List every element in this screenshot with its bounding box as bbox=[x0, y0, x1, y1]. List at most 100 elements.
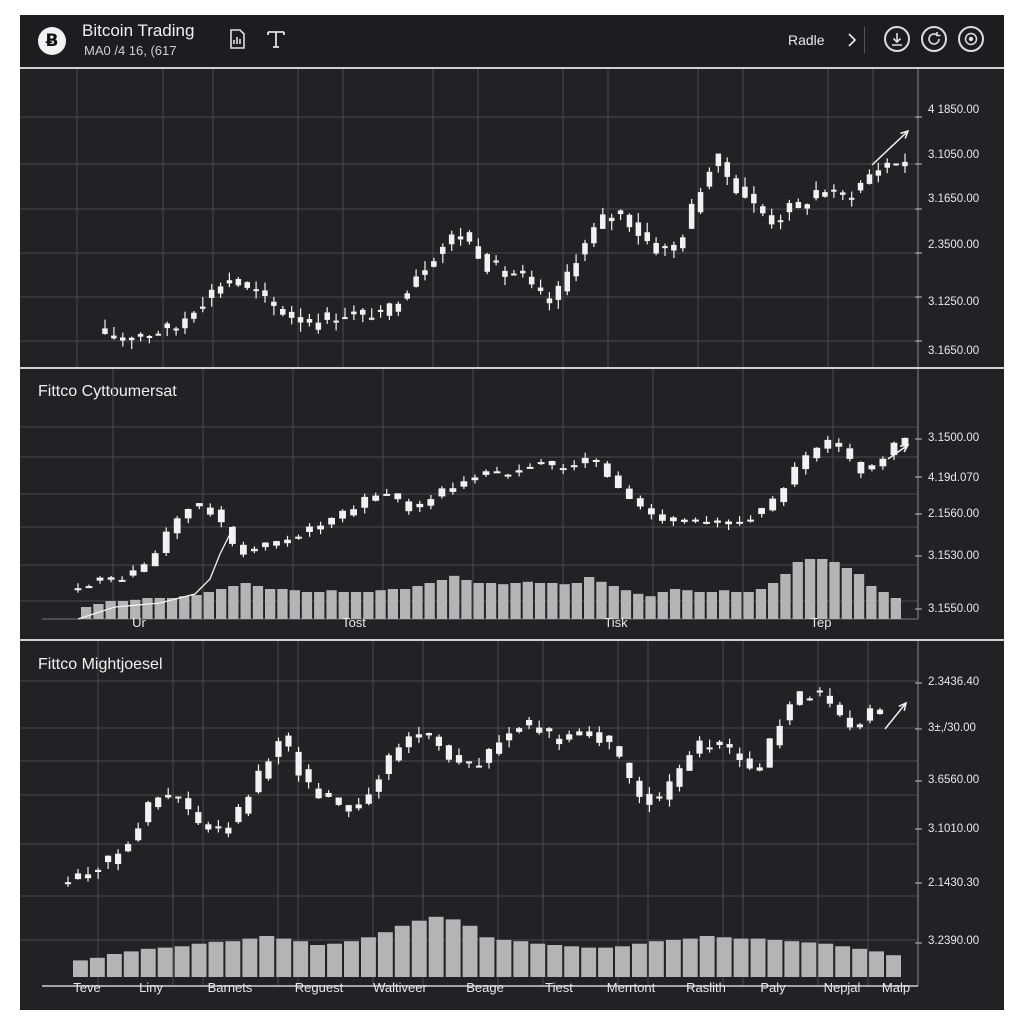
candle-body bbox=[125, 844, 132, 852]
candle-body bbox=[581, 457, 589, 464]
candle bbox=[85, 584, 93, 589]
candle bbox=[173, 515, 181, 540]
candle bbox=[265, 758, 272, 781]
candle bbox=[680, 234, 686, 252]
candle-body bbox=[866, 174, 873, 184]
candle bbox=[591, 222, 597, 247]
candle-body bbox=[795, 202, 802, 208]
volume-bar bbox=[733, 938, 749, 977]
price-label: 3.6560.00 bbox=[928, 774, 980, 786]
price-chart-3[interactable] bbox=[20, 641, 1004, 1010]
volume-bar bbox=[485, 583, 497, 619]
candle-body bbox=[676, 768, 683, 787]
candle bbox=[385, 753, 392, 780]
candle-body bbox=[760, 206, 766, 214]
volume-bar bbox=[498, 584, 509, 619]
target-icon[interactable] bbox=[958, 26, 984, 52]
candle bbox=[355, 798, 362, 811]
volume-bar bbox=[314, 592, 325, 619]
volume-bar bbox=[890, 598, 901, 619]
price-chart-2[interactable] bbox=[20, 369, 1004, 639]
candle bbox=[485, 747, 493, 769]
candle-body bbox=[564, 271, 570, 292]
volume-bar bbox=[829, 562, 840, 619]
chevron-right-icon[interactable] bbox=[844, 28, 860, 52]
candle-body bbox=[328, 517, 335, 525]
candle bbox=[335, 797, 342, 806]
candle bbox=[581, 452, 589, 468]
download-icon[interactable] bbox=[884, 26, 910, 52]
candle bbox=[659, 509, 666, 524]
candle-body bbox=[324, 312, 330, 320]
candle bbox=[546, 292, 553, 311]
candle-body bbox=[776, 725, 783, 746]
candle-body bbox=[548, 461, 556, 466]
candle bbox=[415, 726, 422, 743]
candle bbox=[137, 332, 144, 342]
volume-bar bbox=[424, 583, 435, 619]
candle bbox=[868, 464, 876, 472]
candle bbox=[831, 184, 837, 198]
price-chart-1[interactable] bbox=[20, 69, 1004, 367]
candle bbox=[405, 732, 412, 753]
candle bbox=[653, 237, 659, 256]
volume-bar bbox=[584, 577, 595, 619]
candle bbox=[351, 305, 357, 321]
candle-body bbox=[280, 309, 286, 315]
candle bbox=[182, 311, 188, 334]
volume-bar bbox=[571, 583, 582, 619]
candle-body bbox=[325, 793, 332, 797]
volume-bar bbox=[657, 592, 668, 619]
candle bbox=[546, 727, 553, 739]
candle bbox=[245, 794, 252, 817]
volume-bar bbox=[166, 598, 178, 619]
volume-bar bbox=[608, 586, 619, 619]
candle-body bbox=[465, 761, 473, 764]
candle bbox=[777, 214, 784, 230]
candle bbox=[848, 191, 855, 207]
candle bbox=[95, 867, 102, 879]
candle bbox=[714, 517, 721, 528]
candle bbox=[457, 227, 464, 246]
candle-body bbox=[692, 519, 699, 522]
candle-body bbox=[724, 162, 730, 177]
volume-bar bbox=[293, 941, 309, 977]
text-tool-icon[interactable] bbox=[264, 27, 288, 51]
trade-mode-label[interactable]: Radle bbox=[788, 32, 825, 48]
candle bbox=[769, 496, 777, 512]
refresh-icon[interactable] bbox=[921, 26, 947, 52]
volume-bar bbox=[289, 590, 300, 619]
candle-body bbox=[816, 690, 823, 693]
candle bbox=[404, 290, 410, 301]
candle bbox=[576, 728, 583, 736]
volume-bar bbox=[174, 946, 190, 977]
candle-body bbox=[306, 526, 313, 532]
x-tick-label: Tisk bbox=[604, 615, 628, 630]
x-tick-label: Reguest bbox=[294, 980, 344, 995]
candle bbox=[644, 222, 650, 245]
candle-body bbox=[295, 751, 302, 776]
candle bbox=[271, 296, 277, 316]
candle bbox=[586, 726, 593, 739]
candle-body bbox=[520, 270, 526, 274]
candle bbox=[394, 493, 402, 503]
price-label: 2.1430.30 bbox=[928, 877, 980, 889]
candle bbox=[826, 688, 833, 708]
candle bbox=[383, 488, 391, 496]
chart-doc-icon[interactable] bbox=[226, 27, 250, 51]
candle bbox=[360, 308, 366, 323]
candle bbox=[226, 272, 233, 288]
candle bbox=[96, 576, 104, 584]
candle-body bbox=[244, 282, 250, 288]
price-label: 3.2390.00 bbox=[928, 935, 980, 947]
candle bbox=[692, 517, 699, 524]
candle-body bbox=[626, 214, 633, 228]
candle-body bbox=[360, 309, 366, 315]
candle bbox=[582, 239, 588, 262]
candle bbox=[726, 738, 733, 754]
candle-body bbox=[460, 481, 468, 487]
volume-bar bbox=[252, 586, 264, 619]
candle bbox=[206, 503, 214, 517]
volume-bar bbox=[73, 960, 88, 977]
candle-body bbox=[868, 465, 876, 470]
